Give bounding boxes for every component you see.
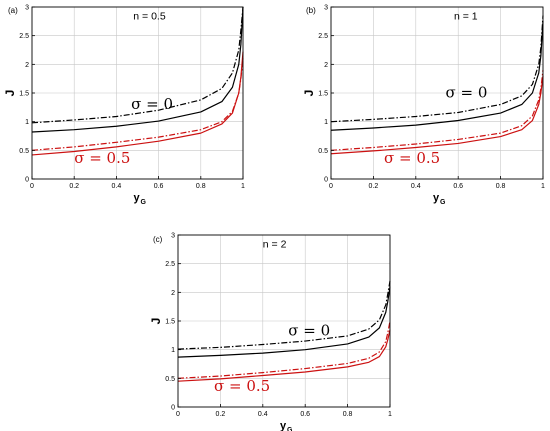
x-tick-label: 0 <box>329 183 333 190</box>
x-tick-label: 0.4 <box>411 183 421 190</box>
y-tick-label: 0.5 <box>318 148 328 155</box>
series-line-3 <box>31 58 244 151</box>
series-line-1 <box>330 15 544 123</box>
x-axis-label-subscript: G <box>141 199 147 206</box>
y-tick-label: 0 <box>324 177 328 184</box>
series-line-3 <box>177 320 391 379</box>
x-tick-label: 0.4 <box>258 411 268 418</box>
x-tick-label: 0 <box>30 183 34 190</box>
y-tick-label: 3 <box>324 5 328 12</box>
x-axis-label: y <box>134 192 141 204</box>
y-tick-label: 1 <box>25 119 29 126</box>
x-axis-label: y <box>433 192 440 204</box>
y-tick-label: 0.5 <box>19 148 29 155</box>
series-line-3 <box>330 70 544 151</box>
y-tick-label: 0 <box>25 177 29 184</box>
x-tick-label: 0.4 <box>112 183 122 190</box>
y-tick-label: 2.5 <box>165 261 175 268</box>
y-tick-label: 2.5 <box>318 33 328 40</box>
series-line-0 <box>330 21 544 131</box>
y-tick-label: 1 <box>324 119 328 126</box>
chart-title: n = 2 <box>263 239 287 251</box>
annotation-label-1: σ = 0.5 <box>74 149 130 167</box>
series-line-0 <box>177 286 391 358</box>
x-tick-label: 0 <box>176 411 180 418</box>
chart-panel-0: 0 0.2 0.4 0.6 0.8 1 0 0.5 1 1.5 2 2.5 3 (a) n = 0.5 y G J… <box>3 5 245 207</box>
series-line-0 <box>31 6 244 133</box>
y-tick-label: 3 <box>25 5 29 12</box>
y-tick-label: 1.5 <box>318 91 328 98</box>
y-axis-label: J <box>149 318 163 325</box>
annotation-label-0: σ = 0 <box>288 321 330 339</box>
annotation-label-1: σ = 0.5 <box>384 149 440 167</box>
chart-title: n = 0.5 <box>133 11 166 23</box>
x-tick-label: 0.6 <box>300 411 310 418</box>
chart-panel-2: 0 0.2 0.4 0.6 0.8 1 0 0.5 1 1.5 2 2.5 3 (c) n = 2 y G Jσ … <box>149 233 392 431</box>
x-tick-label: 0.8 <box>496 183 506 190</box>
y-tick-label: 1.5 <box>165 319 175 326</box>
y-tick-label: 0 <box>171 405 175 412</box>
panel-label: (a) <box>8 6 18 15</box>
x-axis-label: y <box>280 420 287 431</box>
x-tick-label: 0.2 <box>369 183 379 190</box>
x-tick-label: 1 <box>388 411 392 418</box>
y-tick-label: 2 <box>171 290 175 297</box>
y-axis-label: J <box>302 90 316 97</box>
annotation-label-0: σ = 0 <box>445 84 487 102</box>
y-tick-label: 2 <box>25 62 29 69</box>
y-tick-label: 2 <box>324 62 328 69</box>
y-tick-label: 3 <box>171 233 175 240</box>
x-tick-label: 1 <box>541 183 545 190</box>
annotation-label-0: σ = 0 <box>131 95 173 113</box>
x-tick-label: 0.8 <box>343 411 353 418</box>
x-tick-label: 0.6 <box>154 183 164 190</box>
x-tick-label: 0.6 <box>453 183 463 190</box>
series-line-1 <box>177 280 391 350</box>
series-line-2 <box>330 75 544 155</box>
x-tick-label: 0.2 <box>216 411 226 418</box>
y-tick-label: 1.5 <box>19 91 29 98</box>
y-tick-label: 1 <box>171 347 175 354</box>
series-line-2 <box>177 329 391 382</box>
x-axis-label-subscript: G <box>287 427 293 431</box>
panel-label: (b) <box>306 6 316 15</box>
x-tick-label: 0.8 <box>196 183 206 190</box>
panel-label: (c) <box>153 235 163 244</box>
chart-panel-1: 0 0.2 0.4 0.6 0.8 1 0 0.5 1 1.5 2 2.5 3 (b) n = 1 y G J σ … <box>302 5 545 207</box>
x-tick-label: 0.2 <box>69 183 79 190</box>
y-tick-label: 0.5 <box>165 376 175 383</box>
x-tick-label: 1 <box>241 183 245 190</box>
chart-title: n = 1 <box>454 11 478 23</box>
annotation-label-1: σ = 0.5 <box>214 377 270 395</box>
x-axis-label-subscript: G <box>440 199 446 206</box>
y-axis-label: J <box>3 90 17 97</box>
series-line-1 <box>31 6 244 124</box>
y-tick-label: 2.5 <box>19 33 29 40</box>
